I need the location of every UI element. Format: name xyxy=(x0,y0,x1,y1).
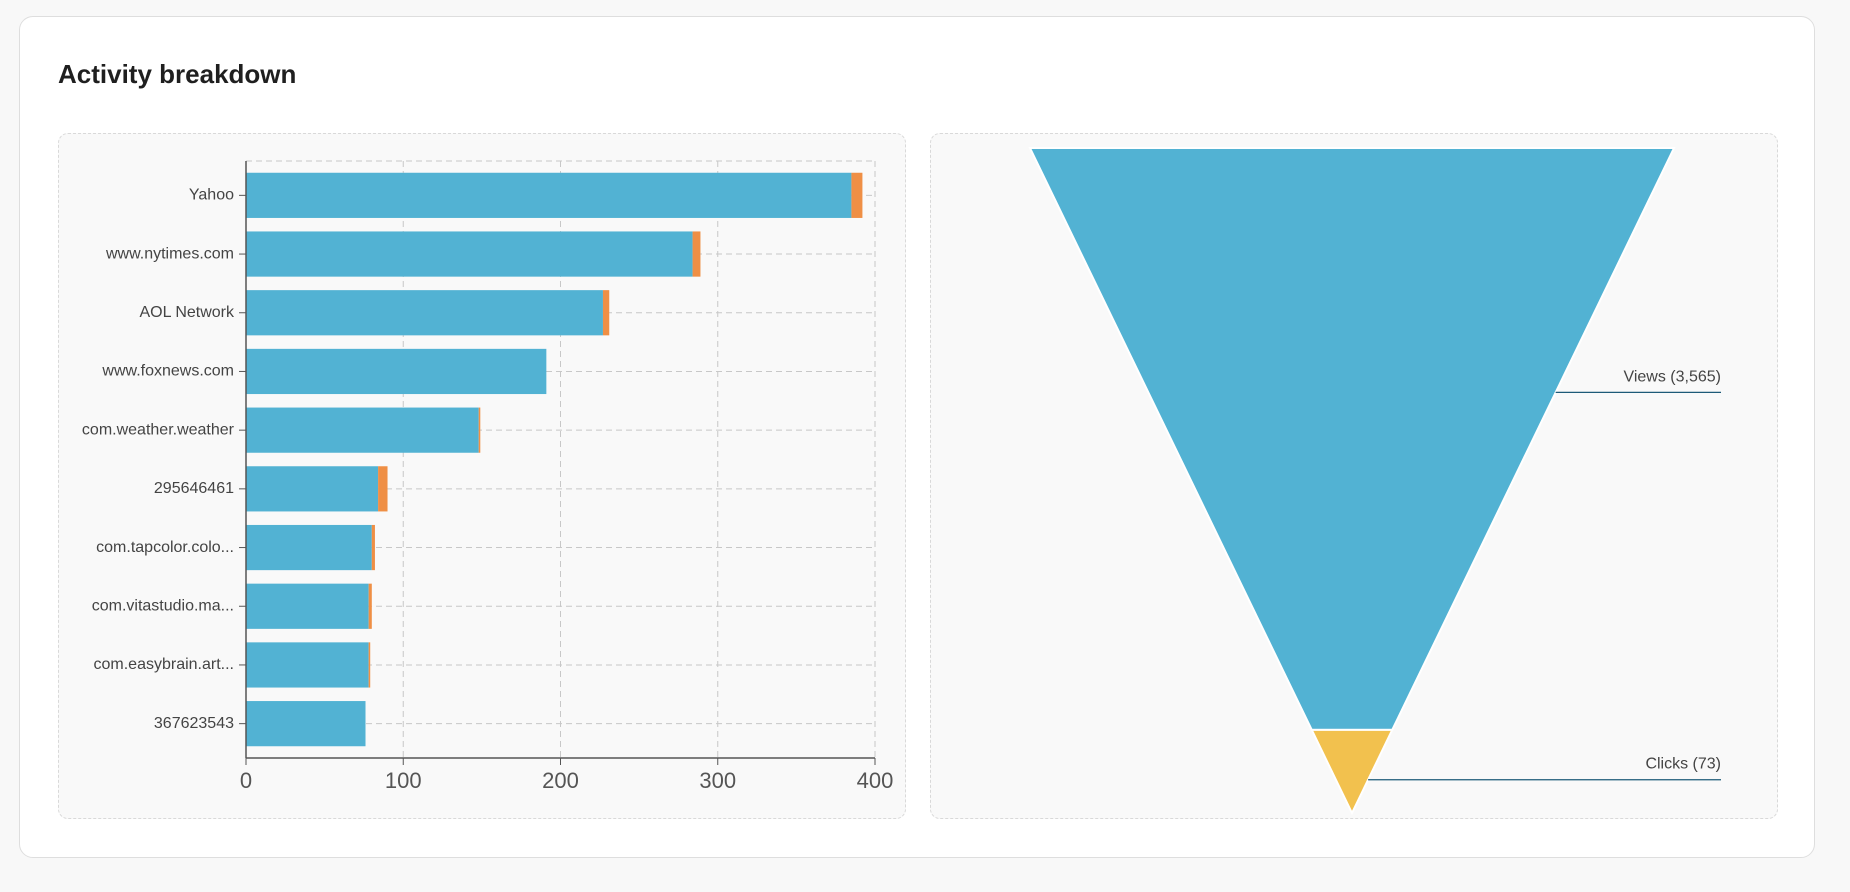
bar-segment xyxy=(246,583,369,629)
bar-segment xyxy=(246,290,603,336)
bar-chart: Yahoo www.nytimes.com AOL Network www.foxne… xyxy=(82,160,894,793)
x-tick-label: 100 xyxy=(385,768,422,793)
bar-segment xyxy=(246,642,369,688)
funnel-chart: Views (3,565) Clicks (73) xyxy=(1028,147,1721,816)
y-tick-label: com.easybrain.art... xyxy=(94,656,235,673)
bar-segment xyxy=(246,524,372,571)
y-tick-label: com.tapcolor.colo... xyxy=(96,539,234,556)
bar-segment xyxy=(246,348,547,395)
y-tick-label: 367623543 xyxy=(154,715,234,732)
y-tick-label: 295646461 xyxy=(154,480,234,497)
bar-segment xyxy=(851,172,863,218)
funnel-stage xyxy=(1028,147,1676,731)
bar-segment xyxy=(602,290,610,336)
bar-segment xyxy=(246,701,366,747)
funnel-stage-label: Views (3,565) xyxy=(1623,368,1721,385)
activity-breakdown-card: Activity breakdown Yahoo www.nytimes.com A… xyxy=(19,16,1815,858)
bar-segment xyxy=(246,172,852,218)
y-tick-label: www.nytimes.com xyxy=(105,245,234,262)
y-tick-label: com.weather.weather xyxy=(82,421,235,438)
bar-segment xyxy=(371,524,375,571)
x-tick-label: 0 xyxy=(240,768,252,793)
bar-segment xyxy=(246,407,479,453)
x-tick-label: 300 xyxy=(699,768,736,793)
y-tick-label: com.vitastudio.ma... xyxy=(92,597,234,614)
bar-segment xyxy=(692,231,701,277)
funnel-chart-panel: Views (3,565) Clicks (73) xyxy=(930,133,1778,819)
bar-segment xyxy=(368,642,371,688)
bar-segment xyxy=(246,466,379,512)
y-tick-label: www.foxnews.com xyxy=(101,363,234,380)
bar-segment xyxy=(478,407,481,453)
bar-segment xyxy=(246,231,693,277)
funnel-stage xyxy=(1310,728,1394,816)
funnel-stage-label: Clicks (73) xyxy=(1645,756,1721,773)
bar-segment xyxy=(368,583,372,629)
y-tick-label: Yahoo xyxy=(189,187,234,204)
bar-chart-panel: Yahoo www.nytimes.com AOL Network www.foxne… xyxy=(58,133,906,819)
card-title: Activity breakdown xyxy=(58,59,297,89)
y-tick-label: AOL Network xyxy=(139,304,235,321)
x-tick-label: 400 xyxy=(857,768,894,793)
bar-segment xyxy=(378,466,388,512)
x-tick-label: 200 xyxy=(542,768,579,793)
